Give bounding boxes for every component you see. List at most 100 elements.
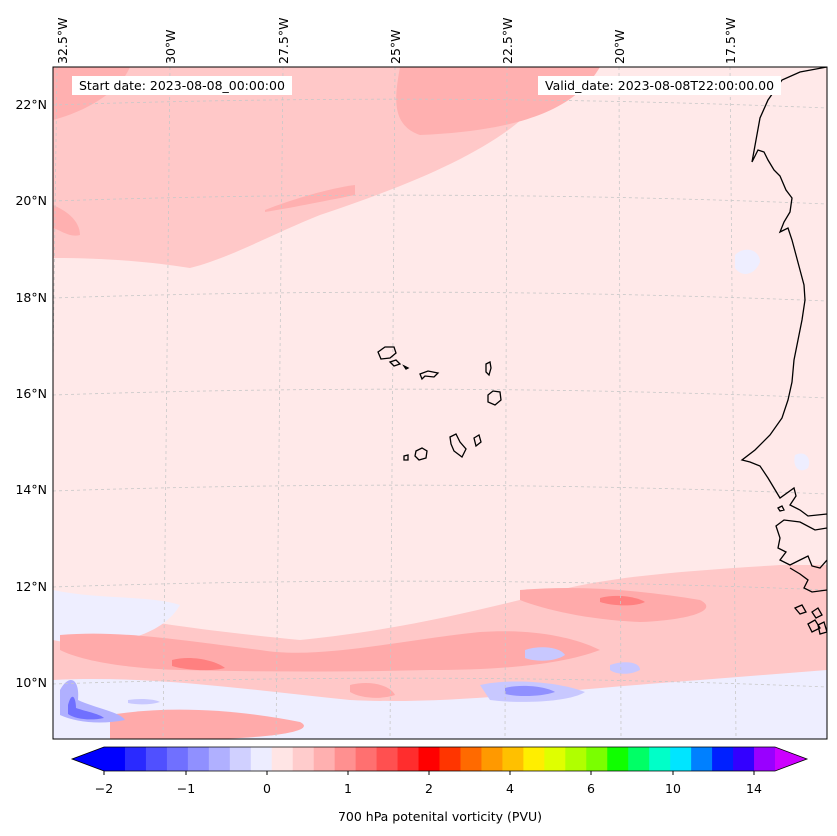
- meridian-22.5w: [504, 67, 508, 739]
- colorbar-segment: [628, 747, 650, 771]
- colorbar-segment: [502, 747, 524, 771]
- meridian-17.5w: [729, 67, 737, 739]
- pv-contour-east-neg2: [794, 453, 810, 471]
- african-coastline: [740, 67, 827, 635]
- colorbar-segment: [104, 747, 126, 771]
- pv-contour-south-neg-west-core: [68, 696, 104, 720]
- valid-date-box: Valid_date: 2023-08-08T22:00:00.00: [538, 76, 782, 95]
- colorbar-segment: [376, 747, 399, 771]
- colorbar-tick-label: 10: [665, 781, 681, 796]
- lon-label-20w: 20°W: [612, 29, 627, 64]
- island-sao-vicente: [388, 359, 402, 367]
- island-fogo: [414, 447, 428, 461]
- colorbar-tick-label: −2: [94, 781, 114, 796]
- coastline-mainland: [740, 67, 827, 517]
- island-maio: [473, 434, 482, 448]
- lat-label-22n: 22°N: [15, 97, 47, 112]
- parallel-20n: [53, 194, 827, 205]
- pv-contour-south-pos4: [350, 683, 395, 698]
- parallel-16n: [53, 388, 827, 399]
- meridian-25w: [389, 67, 396, 739]
- pv-contour-south-neg-mid-core: [505, 685, 555, 697]
- pv-contour-north-streak: [265, 185, 355, 212]
- lat-label-18n: 18°N: [15, 290, 47, 305]
- colorbar-segment: [544, 747, 566, 771]
- colorbar-segment: [586, 747, 608, 771]
- colorbar-segment: [229, 747, 252, 771]
- meridian-30w: [162, 67, 171, 739]
- parallel-12n: [53, 580, 827, 591]
- island-sao-nicolau: [419, 370, 440, 381]
- gridlines: [53, 67, 827, 739]
- colorbar-segment: [250, 747, 273, 771]
- colorbar-segment: [523, 747, 545, 771]
- colorbar-tick-label: −1: [176, 781, 196, 796]
- pv-contour-south-strong2: [172, 657, 225, 671]
- colorbar-label: 700 hPa potenital vorticity (PVU): [337, 809, 543, 824]
- colorbar-tick-label: 6: [587, 781, 595, 796]
- colorbar-tick-label: 2: [425, 781, 433, 796]
- colorbar-tick-label: 14: [746, 781, 762, 796]
- colorbar-segment: [355, 747, 378, 771]
- start-date-text: Start date: 2023-08-08_00:00:00: [79, 78, 285, 93]
- colorbar-segment: [691, 747, 713, 771]
- pv-contour-south-neg-east: [610, 662, 640, 674]
- colorbar-segment: [124, 747, 147, 771]
- parallel-18n: [53, 291, 827, 302]
- colorbar-segment: [565, 747, 587, 771]
- meridian-20w: [618, 67, 622, 739]
- parallel-14n: [53, 484, 827, 495]
- lat-label-14n: 14°N: [15, 482, 47, 497]
- lon-label-32.5w: 32.5°W: [55, 17, 70, 64]
- pv-contour-south-strong1: [600, 595, 645, 606]
- colorbar-segment: [418, 747, 441, 771]
- coastline-bijagos: [789, 567, 827, 635]
- pv-contour-south-neg-center: [525, 647, 565, 661]
- lat-label-10n: 10°N: [15, 675, 47, 690]
- start-date-box: Start date: 2023-08-08_00:00:00: [72, 76, 292, 95]
- colorbar-segment: [460, 747, 483, 771]
- island-goree: [777, 505, 785, 512]
- lon-label-27.5w: 27.5°W: [276, 17, 291, 64]
- island-sal: [485, 361, 492, 377]
- valid-date-text: Valid_date: 2023-08-08T22:00:00.00: [545, 78, 775, 93]
- cape-verde-islands: [377, 346, 502, 461]
- coastline-guinea-bissau: [775, 519, 827, 569]
- map-plot-area: [53, 67, 827, 739]
- colorbar-segment: [145, 747, 168, 771]
- colorbar-segment: [187, 747, 210, 771]
- colorbar-segment: [397, 747, 420, 771]
- colorbar-segment: [166, 747, 189, 771]
- colorbar: [70, 746, 809, 775]
- colorbar-extend-max: [775, 747, 807, 771]
- lat-label-12n: 12°N: [15, 579, 47, 594]
- pv-contour-south-east-neg: [790, 673, 813, 690]
- island-santo-antao: [377, 346, 397, 360]
- island-santa-luzia: [402, 364, 410, 370]
- colorbar-tick-label: 1: [344, 781, 352, 796]
- lat-label-16n: 16°N: [15, 386, 47, 401]
- lat-label-20n: 20°N: [15, 193, 47, 208]
- colorbar-extend-min: [72, 747, 104, 771]
- lon-label-25w: 25°W: [388, 29, 403, 64]
- colorbar-segment: [733, 747, 755, 771]
- pv-contour-south-neg-line: [128, 698, 160, 705]
- island-brava: [403, 454, 409, 461]
- colorbar-segment: [271, 747, 294, 771]
- pv-contour-north-west: [53, 205, 80, 236]
- colorbar-segment: [439, 747, 462, 771]
- lon-label-30w: 30°W: [163, 29, 178, 64]
- pv-contour-east-neg: [735, 249, 760, 274]
- map-frame: [52, 66, 828, 740]
- colorbar-segment: [292, 747, 315, 771]
- lon-label-22.5w: 22.5°W: [500, 17, 515, 64]
- pv-contour-south-pos2: [520, 588, 707, 622]
- colorbar-segment: [649, 747, 671, 771]
- meridian-27.5w: [275, 67, 284, 739]
- colorbar-segment: [481, 747, 504, 771]
- colorbar-segment: [607, 747, 629, 771]
- colorbar-segment: [313, 747, 336, 771]
- colorbar-segment: [754, 747, 776, 771]
- colorbar-tick-label: 0: [263, 781, 271, 796]
